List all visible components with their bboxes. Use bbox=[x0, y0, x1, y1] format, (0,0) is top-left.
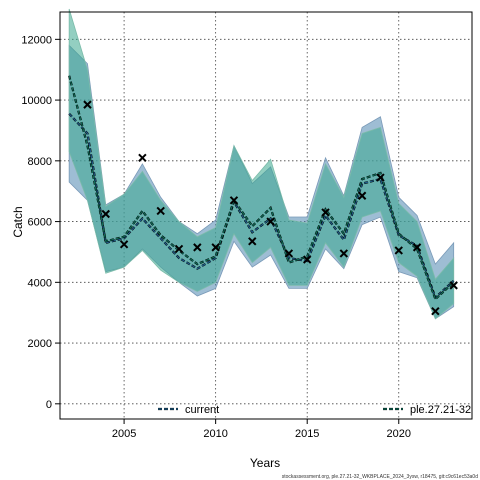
y-tick-label: 10000 bbox=[21, 95, 52, 107]
observed-point-stroke bbox=[101, 209, 110, 219]
observed-point bbox=[394, 246, 403, 255]
observed-point bbox=[193, 243, 202, 252]
observed-point bbox=[156, 206, 165, 216]
x-axis-title: Years bbox=[250, 456, 280, 470]
y-tick-label: 0 bbox=[46, 399, 52, 411]
y-tick-label: 8000 bbox=[28, 156, 52, 168]
legend: current ple.27.21-32 bbox=[158, 404, 471, 416]
observed-point bbox=[174, 244, 184, 254]
series-line-ple-27-21-32 bbox=[68, 75, 455, 301]
observed-point bbox=[376, 173, 385, 182]
observed-point-stroke bbox=[357, 191, 367, 200]
y-tick-label: 2000 bbox=[28, 338, 52, 350]
observed-point bbox=[229, 196, 239, 205]
plot-frame bbox=[59, 11, 473, 420]
observed-point bbox=[138, 153, 147, 162]
observed-point bbox=[83, 100, 92, 109]
observed-point bbox=[119, 240, 129, 249]
y-tick-label: 6000 bbox=[28, 217, 52, 229]
x-tick-label: 2005 bbox=[112, 428, 136, 440]
observed-points bbox=[83, 100, 458, 316]
observed-point bbox=[412, 243, 422, 252]
observed-point bbox=[357, 191, 367, 200]
observed-point-stroke bbox=[248, 237, 257, 246]
confidence-band-ple-27-21-32 bbox=[68, 8, 455, 320]
observed-point-stroke bbox=[119, 240, 129, 249]
legend-label: current bbox=[185, 404, 219, 416]
observed-point-stroke bbox=[229, 196, 239, 205]
observed-point bbox=[339, 249, 349, 258]
observed-point-stroke bbox=[431, 306, 440, 316]
observed-point-stroke bbox=[339, 249, 349, 258]
observed-point-stroke bbox=[211, 243, 220, 252]
observed-point bbox=[211, 243, 220, 252]
observed-point-stroke bbox=[394, 246, 403, 255]
series-lines bbox=[68, 75, 455, 301]
observed-point bbox=[321, 208, 330, 217]
y-tick-label: 4000 bbox=[28, 277, 52, 289]
observed-point-stroke bbox=[174, 244, 184, 254]
observed-point-stroke bbox=[156, 206, 165, 216]
observed-point-stroke bbox=[449, 281, 458, 290]
x-tick-label: 2015 bbox=[295, 428, 319, 440]
y-tick-label: 12000 bbox=[21, 34, 52, 46]
observed-point bbox=[449, 281, 458, 290]
observed-point-stroke bbox=[412, 243, 422, 252]
observed-point bbox=[248, 237, 257, 246]
confidence-bands bbox=[68, 8, 455, 320]
observed-point-stroke bbox=[266, 217, 275, 226]
observed-point bbox=[284, 249, 294, 258]
observed-point bbox=[431, 306, 440, 316]
legend-label: ple.27.21-32 bbox=[410, 404, 471, 416]
observed-point-stroke bbox=[321, 208, 330, 217]
x-tick-label: 2020 bbox=[387, 428, 411, 440]
observed-point-stroke bbox=[193, 243, 202, 252]
observed-point-stroke bbox=[376, 173, 385, 182]
y-axis-title: Catch bbox=[11, 206, 25, 237]
observed-point bbox=[101, 209, 110, 219]
observed-point-stroke bbox=[284, 249, 294, 258]
observed-point bbox=[302, 255, 312, 264]
x-tick-label: 2010 bbox=[203, 428, 227, 440]
observed-point-stroke bbox=[138, 153, 147, 162]
observed-point-stroke bbox=[83, 100, 92, 109]
series-line-current bbox=[68, 113, 455, 299]
y-axis: 0 2000 4000 6000 8000 10000 12000 bbox=[21, 34, 60, 411]
observed-point-stroke bbox=[302, 255, 312, 264]
observed-point bbox=[266, 217, 275, 226]
footer-note: stockassessment.org, ple.27.21-32_WKBPLA… bbox=[282, 474, 478, 480]
x-axis: 2005 2010 2015 2020 bbox=[112, 419, 411, 440]
